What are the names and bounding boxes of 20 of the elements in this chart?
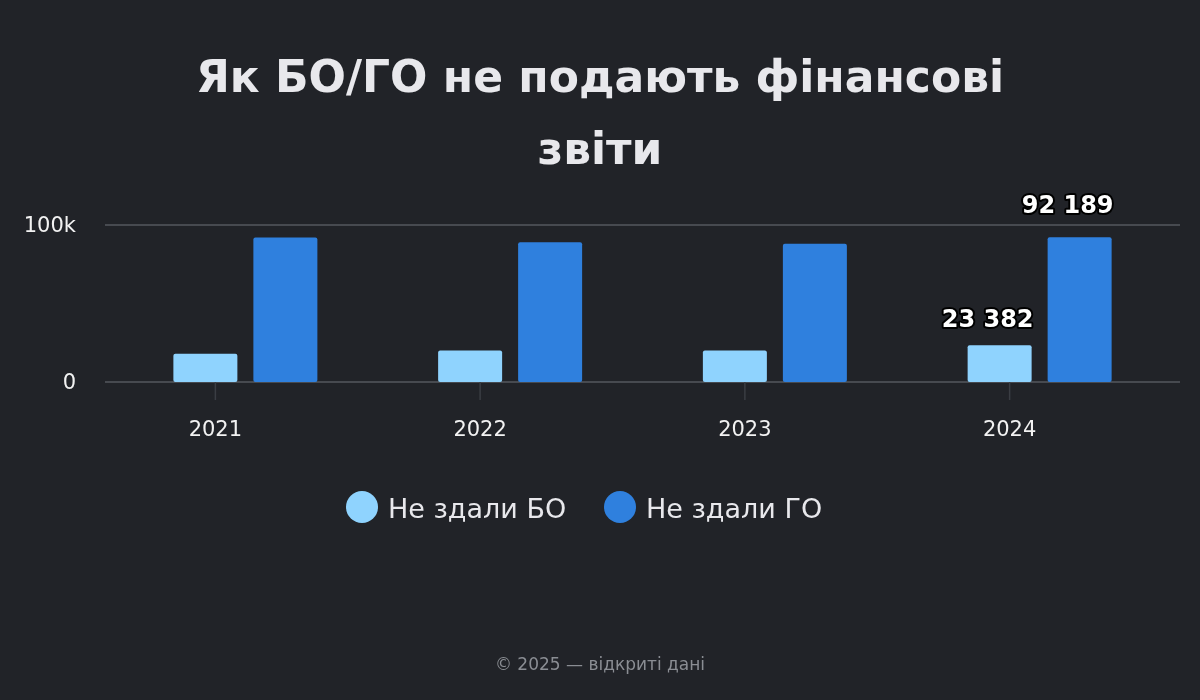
x-tick-label: 2024 — [982, 417, 1037, 441]
y-tick-label: 100k — [23, 213, 77, 238]
bar — [518, 242, 583, 382]
text: © 2025 — відкриті дані — [494, 654, 706, 674]
x-tick-label: 2023 — [718, 417, 772, 441]
legend-label: Не здали БО — [388, 493, 567, 525]
bar — [438, 350, 503, 382]
bar — [173, 353, 238, 382]
bar — [253, 237, 318, 382]
data-label: 23 382 — [941, 305, 1034, 334]
data-label: 92 189 — [1021, 191, 1114, 219]
bar — [967, 345, 1032, 382]
x-tick-label: 2022 — [453, 417, 507, 441]
bar — [1047, 237, 1112, 382]
y-tick-label: 0 — [62, 370, 76, 395]
bar — [702, 350, 767, 382]
bar — [782, 243, 847, 382]
chart-title: Як БО/ГО не подають фінансові звіти — [195, 51, 1005, 174]
x-tick-label: 2021 — [188, 417, 243, 441]
legend-label: Не здали ГО — [646, 493, 823, 525]
